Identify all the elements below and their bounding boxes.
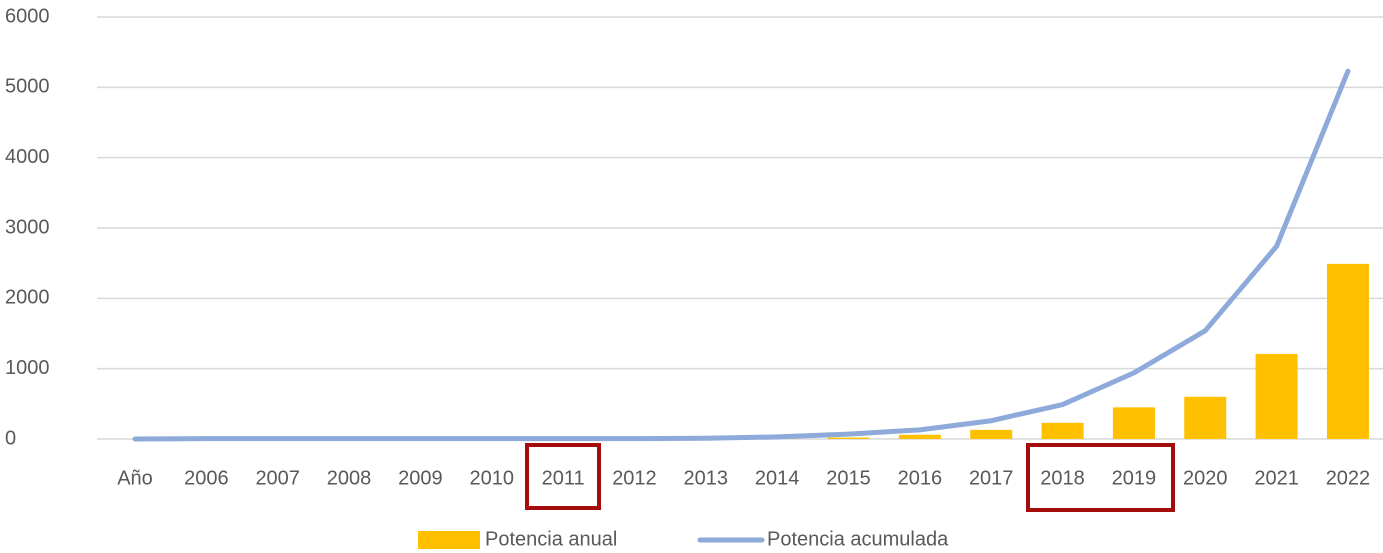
legend-label: Potencia anual xyxy=(485,528,617,550)
y-tick-label: 4000 xyxy=(5,146,50,168)
x-tick-label: 2013 xyxy=(684,467,729,489)
x-tick-label: 2017 xyxy=(969,467,1014,489)
x-tick-label: 2021 xyxy=(1254,467,1299,489)
x-tick-label: 2012 xyxy=(612,467,657,489)
plot-area: 0 1000 2000 3000 4000 5000 6000 Año 2006 2007 2008… xyxy=(5,5,1383,489)
bar xyxy=(1255,353,1298,439)
bar xyxy=(1112,407,1155,439)
x-tick-label: 2009 xyxy=(398,467,443,489)
x-tick-label: 2008 xyxy=(327,467,372,489)
y-tick-label: 5000 xyxy=(5,76,50,98)
x-tick-label: 2019 xyxy=(1112,467,1157,489)
bar xyxy=(827,437,870,439)
y-tick-label: 2000 xyxy=(5,287,50,309)
x-tick-label: 2014 xyxy=(755,467,800,489)
x-tick-label: 2007 xyxy=(255,467,300,489)
x-tick-label: Año xyxy=(117,467,153,489)
bar xyxy=(898,434,941,439)
y-tick-label: 1000 xyxy=(5,357,50,379)
highlight-box xyxy=(525,443,601,510)
legend-item: Potencia acumulada xyxy=(697,528,949,550)
x-tick-label: 2015 xyxy=(826,467,871,489)
bar xyxy=(1041,422,1084,439)
x-tick-label: 2011 xyxy=(542,467,585,489)
x-tick-label: 2018 xyxy=(1040,467,1085,489)
highlight-box xyxy=(1026,443,1175,512)
y-tick-label: 0 xyxy=(5,427,16,449)
bar xyxy=(1184,396,1227,439)
x-tick-label: 2022 xyxy=(1326,467,1371,489)
bar xyxy=(1326,263,1369,439)
x-tick-label: 2006 xyxy=(184,467,229,489)
x-tick-label: 2016 xyxy=(898,467,943,489)
legend-item: Potencia anual xyxy=(418,528,617,550)
legend-label: Potencia acumulada xyxy=(767,528,949,550)
y-tick-label: 6000 xyxy=(5,5,50,27)
y-tick-label: 3000 xyxy=(5,216,50,238)
x-tick-label: 2020 xyxy=(1183,467,1228,489)
legend-swatch xyxy=(418,531,480,549)
bar xyxy=(970,429,1013,439)
line xyxy=(132,68,1351,442)
x-tick-label: 2010 xyxy=(470,467,515,489)
